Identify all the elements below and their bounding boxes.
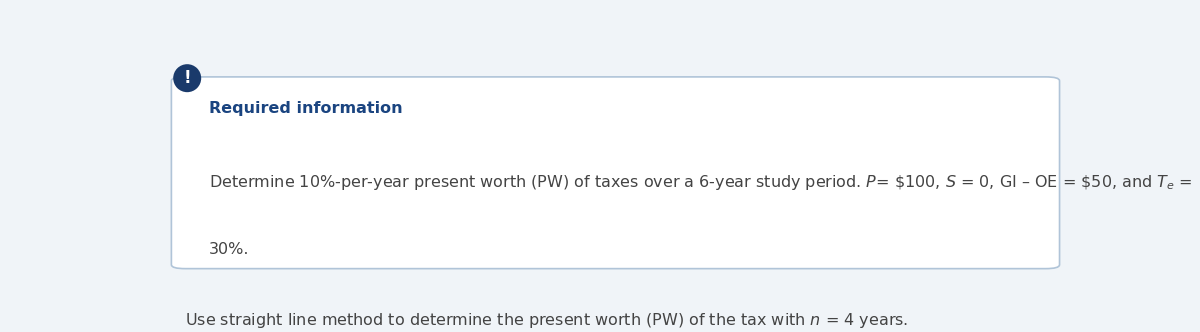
Text: Use straight line method to determine the present worth (PW) of the tax with $n$: Use straight line method to determine th… [185,311,908,330]
Text: Determine 10%-per-year present worth (PW) of taxes over a 6-year study period. $: Determine 10%-per-year present worth (PW… [209,173,1192,192]
Text: 30%.: 30%. [209,242,250,257]
FancyBboxPatch shape [172,77,1060,269]
Text: !: ! [184,69,191,87]
Text: Required information: Required information [209,101,402,116]
